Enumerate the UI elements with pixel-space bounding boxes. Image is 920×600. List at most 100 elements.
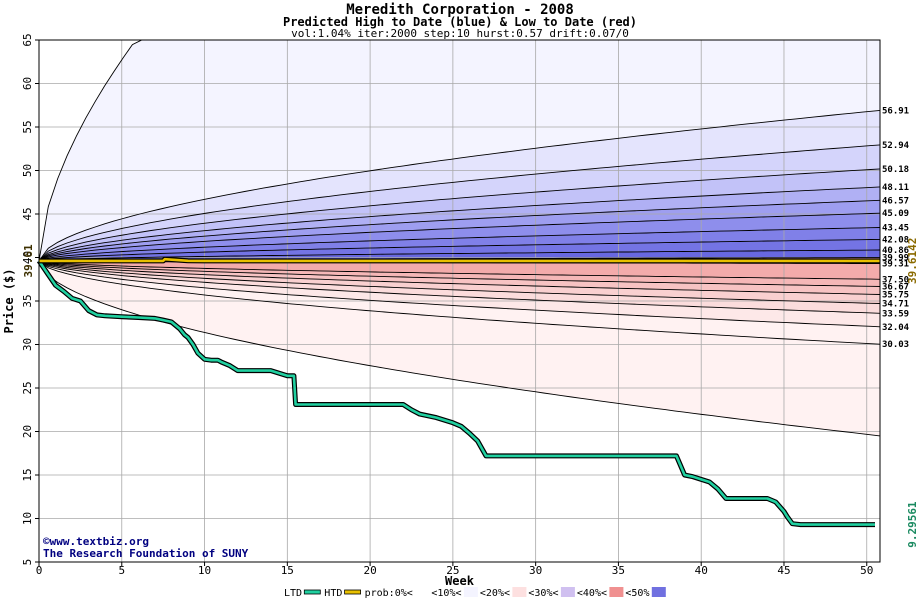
- percentile-curve-16: [38, 260, 881, 314]
- curve-end-value: 48.11: [882, 183, 909, 193]
- curve-end-value: 43.45: [882, 223, 909, 233]
- axis-ticks: 0 5 10 15 20 25 30 35 40 45 5051015202530354045505…: [21, 33, 873, 577]
- y-tick-label: 45: [21, 207, 34, 220]
- percentile-curve-17: [38, 260, 881, 328]
- data-series: [36, 256, 880, 528]
- x-tick-label: 0: [36, 564, 43, 577]
- curve-end-value: 39.31: [882, 260, 909, 270]
- curve-end-value: 33.59: [882, 309, 909, 319]
- curve-end-value: 30.03: [882, 340, 909, 350]
- legend-label: LTD: [284, 588, 302, 599]
- start-price-label: 39.61: [22, 244, 35, 277]
- band-high-3: [39, 168, 880, 261]
- curve-end-value: 35.75: [882, 290, 909, 300]
- curve-end-value: 39.99: [882, 254, 909, 264]
- percentile-curve-9: [38, 249, 881, 262]
- legend-line-swatch: [344, 589, 362, 595]
- legend-label: prob:0%<: [365, 588, 413, 599]
- legend-line-swatch: [303, 589, 321, 595]
- y-tick-label: 65: [21, 33, 34, 46]
- y-tick-label: 35: [21, 294, 34, 307]
- y-tick-label: 10: [21, 512, 34, 525]
- band-low-7: [39, 260, 880, 436]
- band-high-6: [39, 213, 880, 261]
- band-high-0: [39, 40, 880, 261]
- band-high-4: [39, 186, 880, 261]
- y-tick-label: 30: [21, 338, 34, 351]
- y-tick-label: 50: [21, 164, 34, 177]
- legend-box-swatch: [512, 587, 527, 597]
- percentile-curve-5: [38, 199, 881, 262]
- legend-box-swatch: [415, 587, 430, 597]
- legend-label: <10%<: [431, 588, 461, 599]
- end-price-label: 9.29561: [906, 501, 919, 548]
- percentile-curve-15: [38, 260, 881, 304]
- curve-end-value: 50.18: [882, 165, 909, 175]
- end-price-label: 39.6142: [906, 238, 919, 284]
- watermark-url: ©www.textbiz.org: [43, 535, 149, 548]
- band-low-0: [39, 260, 880, 280]
- percentile-curve-6: [38, 212, 881, 262]
- series-line-ltd: [37, 260, 875, 526]
- x-tick-label: 10: [198, 564, 211, 577]
- x-tick-label: 50: [860, 564, 873, 577]
- band-high-2: [39, 144, 880, 261]
- curve-end-value: 40.86: [882, 246, 909, 256]
- x-tick-label: 25: [446, 564, 459, 577]
- legend-box-swatch: [463, 587, 478, 597]
- curve-end-value: 45.09: [882, 209, 909, 219]
- curve-end-value: 32.04: [882, 323, 910, 333]
- y-tick-label: 40: [21, 251, 34, 264]
- percentile-curve-1: [38, 109, 881, 262]
- curve-end-labels: 56.91 52.94 50.18 48.11 46.57 45.09 43.45 42.08…: [882, 106, 919, 547]
- band-low-3: [39, 260, 880, 304]
- x-tick-label: 30: [529, 564, 542, 577]
- band-high-7: [39, 227, 880, 261]
- percentile-curve-4: [38, 186, 881, 262]
- band-low-5: [39, 260, 880, 327]
- curve-end-value: 46.57: [882, 196, 909, 206]
- chart-subtitle: Predicted High to Date (blue) & Low to D…: [282, 15, 637, 29]
- legend-label: <50%: [625, 588, 649, 599]
- legend-label: <20%<: [480, 588, 510, 599]
- y-tick-label: 55: [21, 120, 34, 133]
- band-high-5: [39, 200, 880, 261]
- legend: LTD HTD prob:0%< <10%< <20%< <30%< <40%< <50%: [284, 587, 666, 599]
- curve-end-value: 42.08: [882, 235, 909, 245]
- percentile-curve-12: [38, 260, 881, 280]
- legend-box-swatch: [609, 587, 624, 597]
- band-high-1: [39, 110, 880, 261]
- y-tick-label: 25: [21, 381, 34, 394]
- percentile-curve-2: [38, 144, 881, 262]
- legend-label: <30%<: [528, 588, 558, 599]
- curve-end-value: 52.94: [882, 141, 910, 151]
- percentile-curve-8: [38, 238, 881, 262]
- legend-label: HTD: [324, 588, 342, 599]
- percentile-curve-13: [38, 260, 881, 287]
- curve-end-value: 56.91: [882, 106, 909, 116]
- band-low-2: [39, 260, 880, 295]
- curve-end-value: 37.50: [882, 275, 909, 285]
- legend-box-swatch: [560, 587, 575, 597]
- x-tick-label: 45: [777, 564, 790, 577]
- y-axis-label: Price ($): [2, 268, 16, 333]
- y-tick-label: 20: [21, 425, 34, 438]
- band-low-4: [39, 260, 880, 314]
- legend-label: <40%<: [577, 588, 607, 599]
- legend-box-swatch: [651, 587, 666, 597]
- x-tick-label: 40: [695, 564, 708, 577]
- y-tick-label: 5: [21, 559, 34, 566]
- watermark-org: The Research Foundation of SUNY: [43, 547, 249, 560]
- curve-end-value: 36.67: [882, 282, 909, 292]
- x-tick-label: 15: [281, 564, 294, 577]
- percentile-curve-14: [38, 260, 881, 295]
- curve-end-value: 34.71: [882, 300, 909, 310]
- band-low-6: [39, 260, 880, 345]
- band-high-9: [39, 250, 880, 261]
- y-tick-label: 60: [21, 77, 34, 90]
- x-axis-label: Week: [445, 574, 475, 588]
- series-line-htd: [39, 257, 880, 263]
- chart-title: Meredith Corporation - 2008: [346, 2, 574, 18]
- x-tick-label: 20: [363, 564, 376, 577]
